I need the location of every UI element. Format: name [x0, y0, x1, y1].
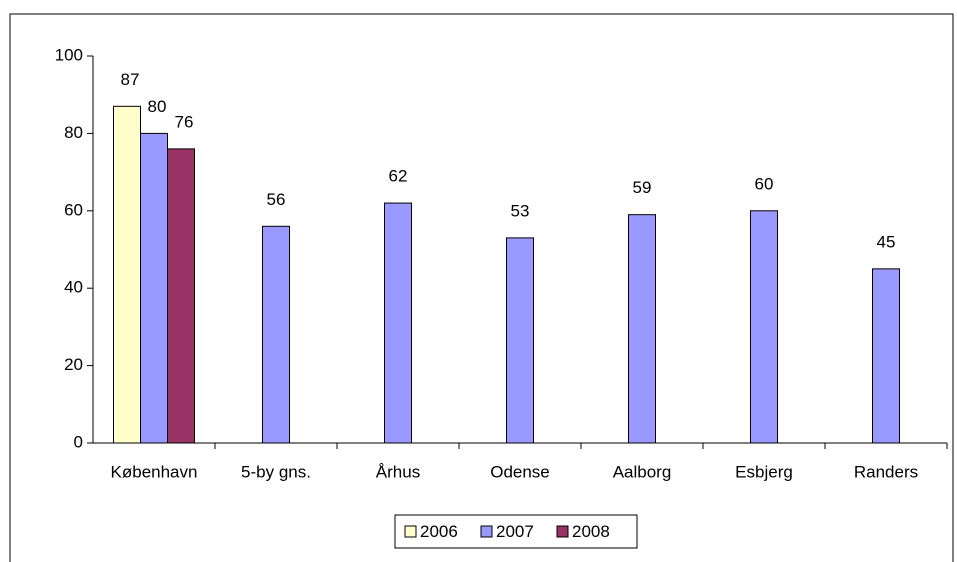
legend-swatch — [480, 525, 493, 538]
data-label: 76 — [175, 112, 194, 131]
bar — [750, 210, 778, 444]
bar — [872, 268, 900, 444]
data-label: 59 — [633, 178, 652, 197]
data-label: 45 — [877, 232, 896, 251]
y-tick-label: 100 — [55, 45, 83, 64]
bar — [113, 105, 141, 444]
x-tick-label: København — [111, 462, 198, 481]
x-tick-label: Randers — [854, 462, 918, 481]
x-tick-label: Aalborg — [613, 462, 672, 481]
legend-label: 2008 — [572, 522, 610, 541]
legend-label: 2006 — [420, 522, 458, 541]
bar — [140, 132, 168, 444]
chart-frame — [9, 13, 954, 562]
bar — [628, 214, 656, 444]
y-tick-label: 0 — [74, 432, 83, 451]
y-tick-label: 20 — [64, 355, 83, 374]
legend-label: 2007 — [496, 522, 534, 541]
y-tick-label: 40 — [64, 278, 83, 297]
legend-swatch — [404, 525, 417, 538]
data-label: 60 — [755, 174, 774, 193]
x-tick-label: Odense — [490, 462, 550, 481]
data-label: 62 — [389, 167, 408, 186]
legend-box — [394, 514, 638, 549]
y-tick-label: 80 — [64, 123, 83, 142]
x-tick-label: Århus — [376, 462, 420, 481]
x-tick-label: Esbjerg — [735, 462, 793, 481]
data-label: 87 — [121, 70, 140, 89]
bar — [262, 225, 290, 444]
data-label: 56 — [267, 190, 286, 209]
legend-swatch — [556, 525, 569, 538]
data-label: 53 — [511, 201, 530, 220]
x-tick-label: 5-by gns. — [241, 462, 311, 481]
y-tick-label: 60 — [64, 200, 83, 219]
bar — [506, 237, 534, 444]
data-label: 80 — [148, 97, 167, 116]
bar — [167, 148, 195, 444]
bar — [384, 202, 412, 444]
